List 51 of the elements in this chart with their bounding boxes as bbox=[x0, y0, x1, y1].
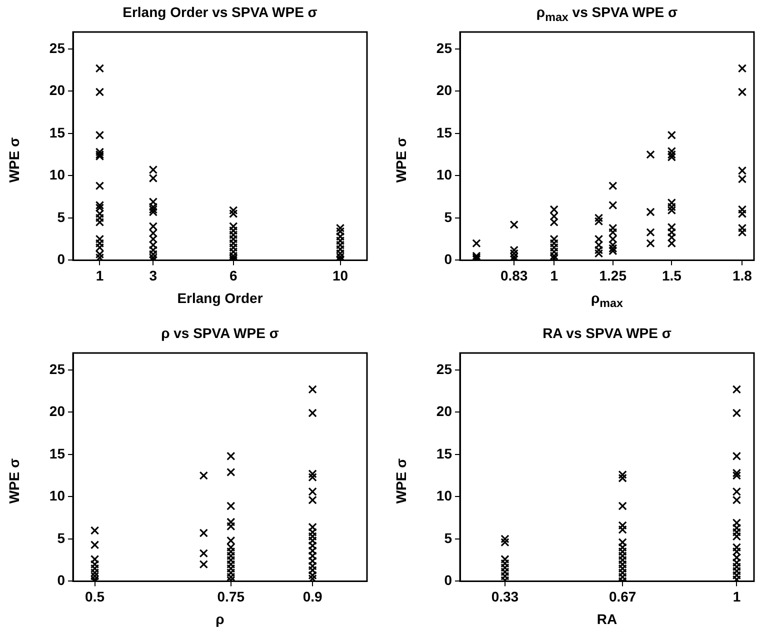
x-axis-title: ρ$_{max}$ bbox=[590, 290, 624, 310]
x-tick-label: 1 bbox=[550, 267, 558, 284]
chart-title: ρ vs SPVA WPE σ bbox=[160, 325, 280, 341]
y-tick-label: 15 bbox=[49, 445, 66, 462]
y-tick-label: 10 bbox=[436, 488, 452, 504]
y-tick-label: 5 bbox=[57, 208, 66, 225]
y-tick-label: 5 bbox=[444, 208, 452, 225]
y-tick-label: 0 bbox=[57, 251, 66, 268]
x-tick-label: 1 bbox=[96, 267, 104, 284]
y-tick-label: 20 bbox=[49, 403, 66, 420]
x-axis-title: Erlang Order bbox=[176, 290, 264, 306]
y-tick-label: 15 bbox=[49, 124, 66, 140]
y-tick-label: 25 bbox=[49, 360, 66, 377]
y-tick-label: 20 bbox=[49, 82, 66, 98]
chart-title: RA vs SPVA WPE σ bbox=[542, 325, 672, 341]
x-axis-title: RA bbox=[596, 611, 618, 627]
y-tick-label: 20 bbox=[436, 403, 452, 420]
chart-title: ρ$_{max}$ vs SPVA WPE σ bbox=[535, 4, 679, 24]
y-tick-label: 0 bbox=[444, 572, 452, 588]
x-tick-label: 3 bbox=[149, 267, 158, 284]
x-tick-label: 1.8 bbox=[732, 267, 752, 284]
x-tick-label: 0.33 bbox=[491, 588, 519, 604]
y-tick-label: 10 bbox=[436, 166, 452, 183]
y-tick-label: 15 bbox=[436, 124, 452, 140]
x-tick-label: 0.9 bbox=[302, 588, 322, 604]
chart-title: Erlang Order vs SPVA WPE σ bbox=[122, 4, 318, 20]
y-axis-title: WPE σ bbox=[6, 137, 22, 183]
y-axis-title: WPE σ bbox=[393, 458, 409, 504]
x-tick-label: 6 bbox=[229, 267, 238, 284]
y-axis-title: WPE σ bbox=[393, 137, 409, 183]
y-tick-label: 20 bbox=[436, 82, 452, 98]
y-tick-label: 0 bbox=[57, 572, 66, 588]
x-tick-label: 10 bbox=[332, 267, 348, 284]
y-tick-label: 10 bbox=[49, 488, 66, 504]
x-tick-label: 1.5 bbox=[662, 267, 682, 284]
x-tick-label: 0.83 bbox=[500, 267, 528, 284]
y-tick-label: 25 bbox=[436, 360, 452, 377]
x-axis-title: ρ bbox=[214, 611, 226, 627]
y-tick-label: 10 bbox=[49, 166, 66, 183]
y-axis-title: WPE σ bbox=[6, 458, 22, 504]
x-tick-label: 0.67 bbox=[608, 588, 636, 604]
y-tick-label: 0 bbox=[444, 251, 452, 268]
y-tick-label: 25 bbox=[436, 40, 452, 56]
x-tick-label: 0.75 bbox=[217, 588, 245, 604]
x-tick-label: 1.25 bbox=[599, 267, 627, 284]
y-tick-label: 15 bbox=[436, 445, 452, 462]
y-tick-label: 5 bbox=[444, 530, 452, 546]
y-tick-label: 5 bbox=[57, 530, 66, 546]
x-tick-label: 1 bbox=[732, 588, 741, 604]
x-tick-label: 0.5 bbox=[85, 588, 105, 604]
y-tick-label: 25 bbox=[49, 40, 66, 56]
